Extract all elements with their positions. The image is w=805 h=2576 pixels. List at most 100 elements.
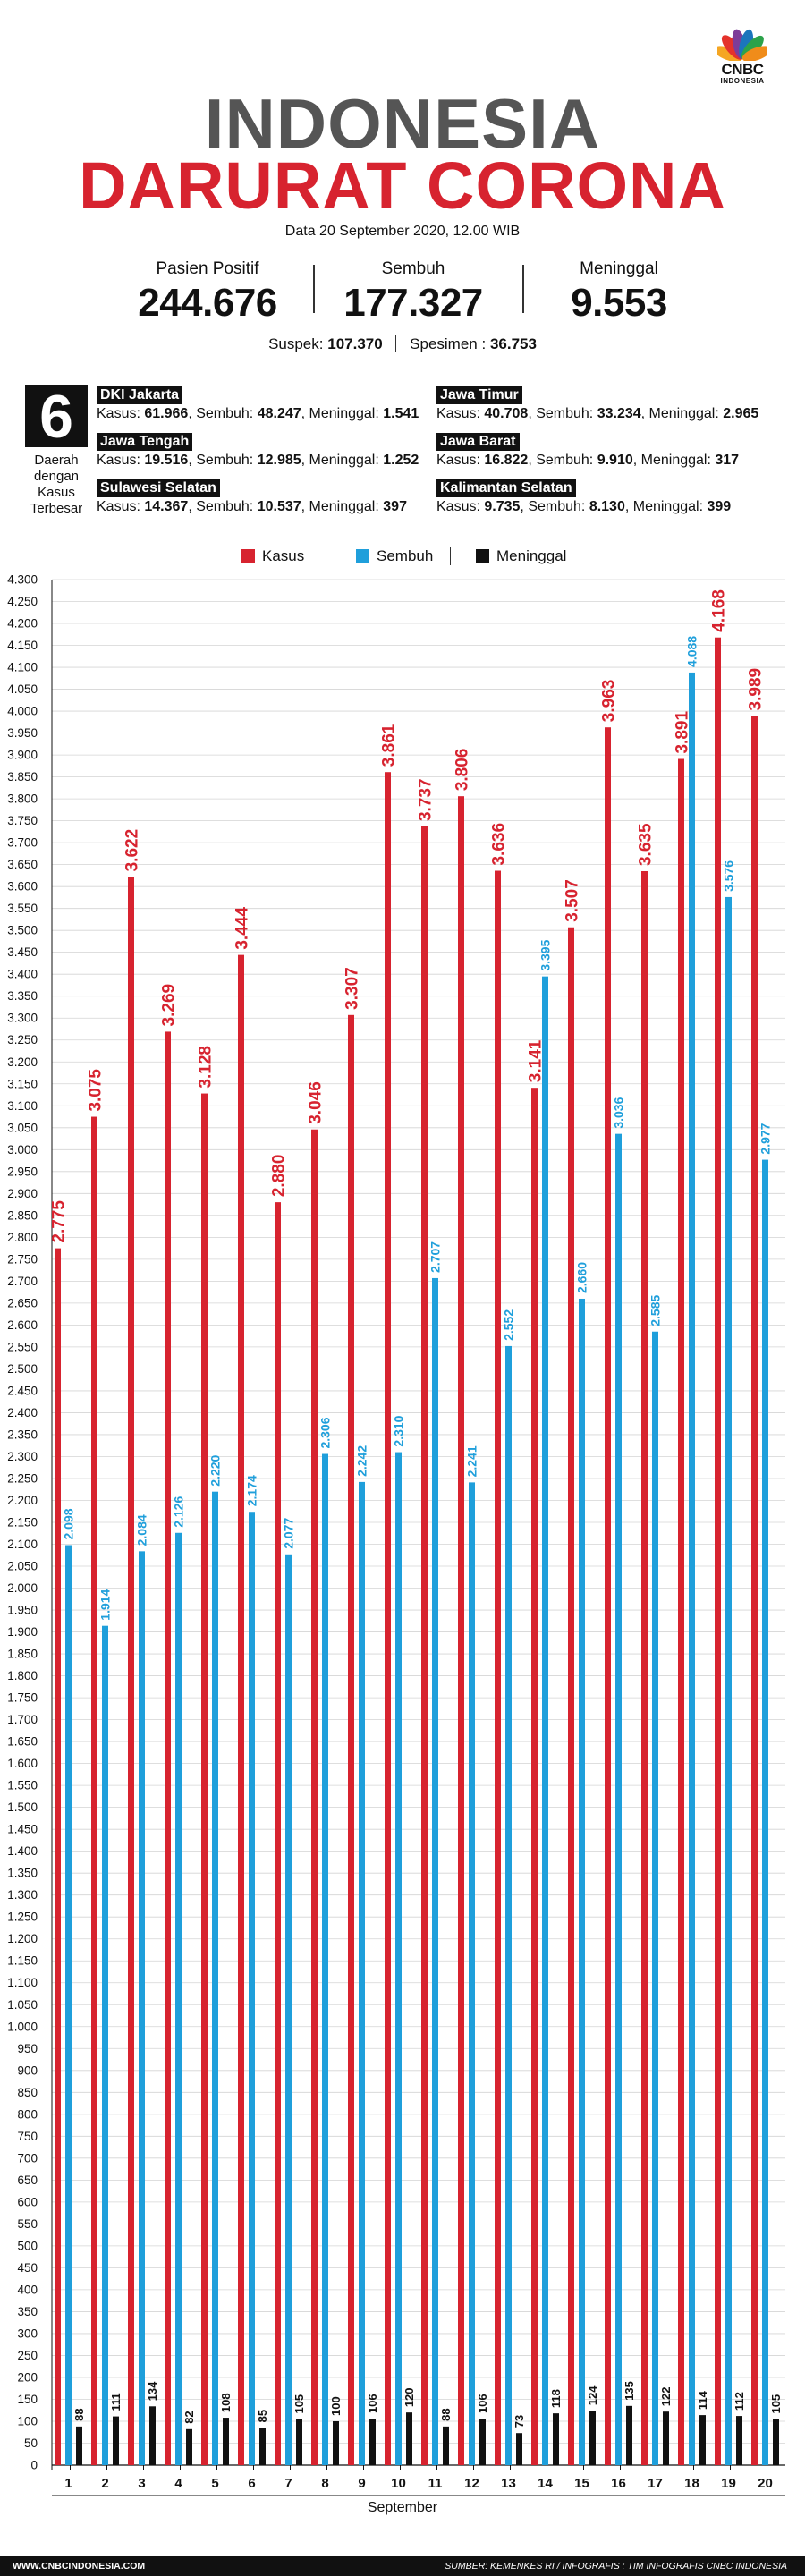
region-name: DKI Jakarta xyxy=(97,386,183,404)
logo-subtext: INDONESIA xyxy=(720,77,765,85)
meninggal-label: Meninggal: xyxy=(309,499,379,514)
x-tick-label: 3 xyxy=(138,2476,145,2491)
bar-sembuh xyxy=(359,1481,365,2465)
y-tick-label: 2.800 xyxy=(7,1231,38,1244)
bar-kasus xyxy=(275,1202,281,2465)
sembuh-label: Sembuh: xyxy=(536,453,594,468)
data-label-sembuh: 2.220 xyxy=(208,1454,223,1486)
sembuh-value: 12.985 xyxy=(257,453,301,468)
bar-meninggal xyxy=(663,2411,669,2465)
bar-sembuh xyxy=(652,1331,658,2465)
data-label-sembuh: 2.098 xyxy=(62,1508,76,1539)
bar-kasus xyxy=(165,1031,171,2465)
data-label-sembuh: 3.576 xyxy=(722,860,736,892)
y-tick-label: 4.000 xyxy=(7,705,38,718)
data-label-meninggal: 112 xyxy=(733,2392,746,2411)
sembuh-label: Sembuh: xyxy=(528,499,586,514)
x-tick-label: 17 xyxy=(648,2476,663,2491)
bar-sembuh xyxy=(579,1298,585,2465)
y-tick-label: 2.200 xyxy=(7,1494,38,1507)
y-tick-label: 3.950 xyxy=(7,726,38,740)
bar-meninggal xyxy=(113,2416,119,2465)
bar-sembuh xyxy=(102,1625,108,2465)
sembuh-label: Sembuh: xyxy=(196,499,254,514)
y-tick-label: 3.400 xyxy=(7,968,38,981)
kasus-value: 16.822 xyxy=(484,453,529,468)
bar-kasus xyxy=(201,1093,208,2465)
legend-label: Kasus xyxy=(262,547,305,564)
bar-meninggal xyxy=(736,2416,742,2465)
y-tick-label: 2.550 xyxy=(7,1340,38,1353)
y-tick-label: 3.500 xyxy=(7,924,38,937)
bar-sembuh xyxy=(212,1491,218,2465)
x-tick-label: 5 xyxy=(211,2476,218,2491)
y-tick-label: 2.700 xyxy=(7,1275,38,1288)
bar-sembuh xyxy=(139,1551,145,2465)
y-tick-label: 3.200 xyxy=(7,1055,38,1069)
bar-sembuh xyxy=(542,976,548,2465)
data-label-kasus: 3.806 xyxy=(453,749,471,792)
y-tick-label: 4.100 xyxy=(7,661,38,674)
sembuh-label: Sembuh: xyxy=(536,406,594,421)
y-tick-label: 1.600 xyxy=(7,1757,38,1770)
x-tick-label: 19 xyxy=(721,2476,736,2491)
y-tick-label: 2.400 xyxy=(7,1406,38,1419)
region-count-badge: 6 xyxy=(25,385,88,449)
x-tick-label: 9 xyxy=(358,2476,365,2491)
data-label-sembuh: 2.126 xyxy=(172,1496,186,1528)
region-stats: Kasus: 14.367, Sembuh: 10.537, Meninggal… xyxy=(97,499,407,514)
kasus-label: Kasus: xyxy=(97,453,140,468)
peacock-icon xyxy=(717,29,767,61)
data-label-kasus: 2.775 xyxy=(49,1200,68,1243)
bar-meninggal xyxy=(516,2433,522,2465)
y-tick-label: 1.250 xyxy=(7,1911,38,1924)
data-label-kasus: 3.636 xyxy=(489,823,508,866)
y-tick-label: 1.800 xyxy=(7,1669,38,1682)
x-tick-label: 1 xyxy=(64,2476,72,2491)
region-count-label-line: Kasus xyxy=(38,485,75,500)
bar-meninggal xyxy=(223,2418,229,2465)
stat-label: Meninggal xyxy=(580,259,658,278)
y-tick-label: 2.850 xyxy=(7,1208,38,1222)
sub-stats-divider xyxy=(395,335,397,352)
bar-meninggal xyxy=(76,2426,82,2465)
stat-divider xyxy=(313,265,315,313)
region-item: Jawa Barat Kasus: 16.822, Sembuh: 9.910, … xyxy=(436,433,739,469)
meninggal-label: Meninggal: xyxy=(632,499,704,514)
y-tick-label: 3.800 xyxy=(7,792,38,806)
bar-meninggal xyxy=(259,2428,266,2465)
data-label-sembuh: 2.310 xyxy=(392,1415,406,1446)
y-tick-label: 3.850 xyxy=(7,770,38,784)
bar-kasus xyxy=(531,1088,538,2465)
y-tick-label: 950 xyxy=(17,2042,38,2055)
y-tick-label: 150 xyxy=(17,2393,38,2406)
bar-kasus xyxy=(128,877,134,2465)
suspek-label: Suspek: xyxy=(268,335,324,352)
kasus-value: 40.708 xyxy=(484,406,529,421)
region-name: Jawa Timur xyxy=(436,386,522,404)
y-tick-label: 1.900 xyxy=(7,1625,38,1639)
y-tick-label: 1.150 xyxy=(7,1954,38,1968)
bar-meninggal xyxy=(626,2405,632,2465)
region-item: Sulawesi Selatan Kasus: 14.367, Sembuh: 1… xyxy=(97,479,407,515)
data-label-kasus: 3.963 xyxy=(599,680,618,723)
data-label-sembuh: 2.707 xyxy=(428,1241,443,1273)
y-tick-label: 3.050 xyxy=(7,1121,38,1134)
y-tick-label: 3.750 xyxy=(7,814,38,827)
y-tick-label: 600 xyxy=(17,2195,38,2208)
x-tick-label: 12 xyxy=(464,2476,479,2491)
x-tick-label: 10 xyxy=(391,2476,406,2491)
data-date: Data 20 September 2020, 12.00 WIB xyxy=(284,224,521,239)
y-tick-label: 1.700 xyxy=(7,1713,38,1726)
footer-bar: WWW.CNBCINDONESIA.COM SUMBER: KEMENKES R… xyxy=(0,2556,805,2576)
kasus-label: Kasus: xyxy=(436,406,480,421)
x-axis-label: September xyxy=(367,2500,438,2515)
y-tick-label: 1.500 xyxy=(7,1801,38,1814)
footer-source: SUMBER: KEMENKES RI / INFOGRAFIS : TIM I… xyxy=(445,2561,787,2572)
data-label-kasus: 3.046 xyxy=(306,1081,325,1124)
y-tick-label: 2.650 xyxy=(7,1296,38,1309)
legend-label: Meninggal xyxy=(496,547,567,564)
cnbc-logo: CNBC INDONESIA xyxy=(705,27,780,89)
meninggal-value: 1.541 xyxy=(383,406,419,421)
stat-divider xyxy=(522,265,524,313)
